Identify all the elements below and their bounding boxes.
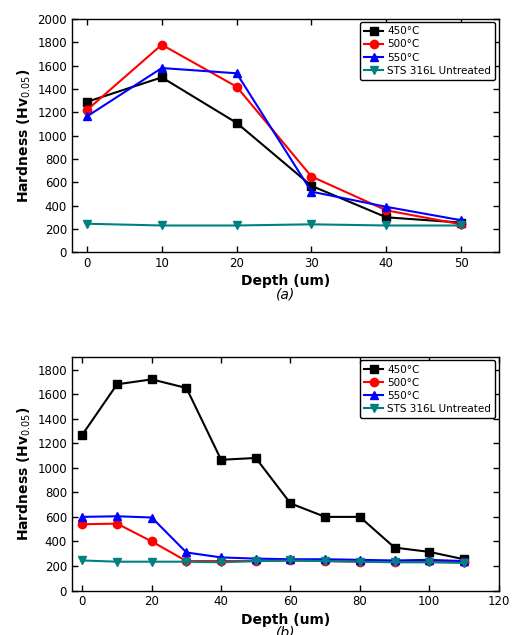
450°C	[322, 513, 328, 521]
STS 316L Untreated	[79, 557, 85, 565]
500°C	[357, 558, 363, 566]
550°C	[114, 512, 120, 520]
550°C	[461, 558, 467, 565]
550°C	[426, 556, 432, 564]
STS 316L Untreated	[183, 558, 190, 566]
Line: 450°C: 450°C	[78, 375, 468, 563]
450°C	[383, 213, 390, 221]
550°C	[84, 112, 90, 120]
450°C	[426, 548, 432, 556]
Line: 500°C: 500°C	[78, 519, 468, 566]
STS 316L Untreated	[392, 559, 398, 566]
550°C	[308, 188, 315, 196]
550°C	[79, 513, 85, 521]
550°C	[183, 549, 190, 556]
STS 316L Untreated	[322, 558, 328, 565]
500°C	[461, 559, 467, 566]
STS 316L Untreated	[218, 559, 224, 566]
Line: STS 316L Untreated: STS 316L Untreated	[83, 220, 465, 230]
X-axis label: Depth (um): Depth (um)	[241, 613, 330, 627]
450°C	[84, 98, 90, 105]
450°C	[308, 182, 315, 190]
500°C	[392, 558, 398, 566]
500°C	[183, 558, 190, 565]
550°C	[458, 217, 464, 224]
STS 316L Untreated	[159, 222, 165, 229]
500°C	[114, 520, 120, 528]
500°C	[84, 106, 90, 114]
450°C	[253, 454, 259, 462]
500°C	[287, 557, 293, 565]
550°C	[357, 556, 363, 564]
Line: STS 316L Untreated: STS 316L Untreated	[78, 556, 468, 567]
500°C	[149, 538, 155, 545]
STS 316L Untreated	[357, 558, 363, 566]
500°C	[322, 558, 328, 565]
STS 316L Untreated	[233, 222, 240, 229]
550°C	[159, 64, 165, 72]
450°C	[149, 375, 155, 383]
550°C	[383, 203, 390, 211]
Y-axis label: Hardness (Hv$_{0.05}$): Hardness (Hv$_{0.05}$)	[16, 406, 33, 541]
450°C	[357, 513, 363, 521]
550°C	[322, 556, 328, 563]
550°C	[218, 554, 224, 561]
STS 316L Untreated	[114, 558, 120, 566]
STS 316L Untreated	[149, 558, 155, 566]
Y-axis label: Hardness (Hv$_{0.05}$): Hardness (Hv$_{0.05}$)	[16, 69, 33, 203]
500°C	[458, 220, 464, 228]
450°C	[114, 380, 120, 388]
500°C	[308, 173, 315, 180]
550°C	[233, 69, 240, 77]
500°C	[426, 558, 432, 565]
Text: (b): (b)	[276, 625, 295, 635]
500°C	[383, 206, 390, 214]
550°C	[253, 555, 259, 563]
X-axis label: Depth (um): Depth (um)	[241, 274, 330, 288]
STS 316L Untreated	[84, 220, 90, 227]
450°C	[458, 219, 464, 227]
500°C	[79, 521, 85, 528]
Line: 450°C: 450°C	[83, 73, 465, 227]
STS 316L Untreated	[308, 220, 315, 228]
550°C	[392, 557, 398, 565]
450°C	[79, 431, 85, 438]
STS 316L Untreated	[426, 559, 432, 566]
Line: 550°C: 550°C	[83, 64, 465, 224]
STS 316L Untreated	[458, 222, 464, 229]
Line: 550°C: 550°C	[78, 512, 468, 565]
450°C	[233, 119, 240, 126]
Line: 500°C: 500°C	[83, 41, 465, 229]
450°C	[461, 556, 467, 563]
STS 316L Untreated	[253, 558, 259, 565]
500°C	[233, 83, 240, 91]
500°C	[159, 41, 165, 48]
STS 316L Untreated	[287, 557, 293, 565]
450°C	[287, 500, 293, 507]
450°C	[159, 74, 165, 81]
450°C	[218, 456, 224, 464]
Legend: 450°C, 500°C, 550°C, STS 316L Untreated: 450°C, 500°C, 550°C, STS 316L Untreated	[360, 22, 495, 80]
STS 316L Untreated	[383, 222, 390, 229]
Text: (a): (a)	[276, 287, 295, 301]
450°C	[392, 544, 398, 551]
500°C	[218, 558, 224, 565]
500°C	[253, 558, 259, 565]
450°C	[183, 384, 190, 392]
STS 316L Untreated	[461, 559, 467, 566]
550°C	[287, 556, 293, 563]
Legend: 450°C, 500°C, 550°C, STS 316L Untreated: 450°C, 500°C, 550°C, STS 316L Untreated	[360, 361, 495, 418]
550°C	[149, 514, 155, 521]
